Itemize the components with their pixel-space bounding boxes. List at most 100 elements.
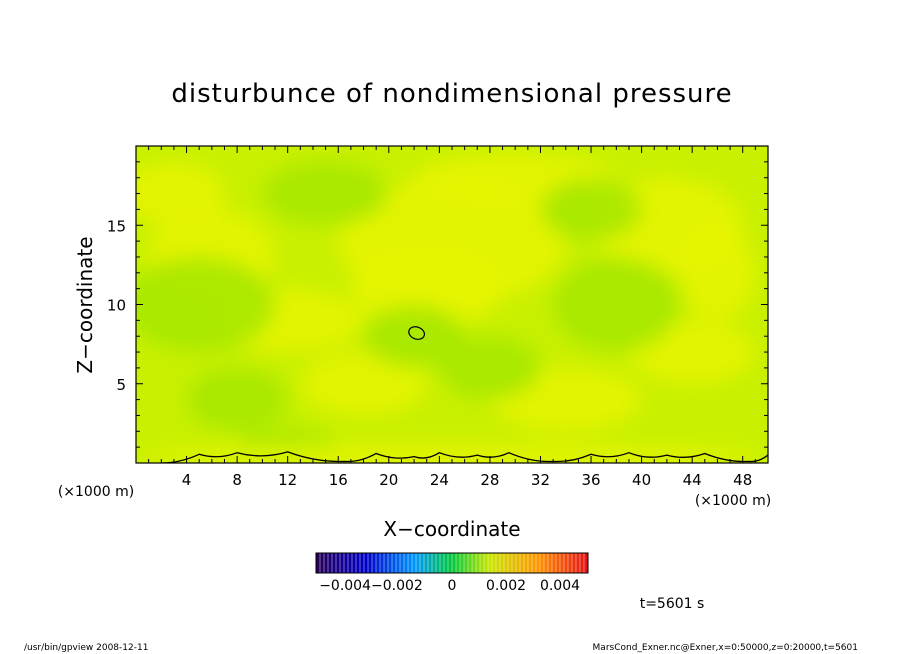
colorbar-cell-44 [492,553,497,573]
colorbar-cell-16 [380,553,385,573]
colorbar-cell-31 [440,553,445,573]
colorbar-cell-10 [356,553,361,573]
colorbar-cell-65 [576,553,581,573]
colorbar-cell-23 [408,553,413,573]
colorbar-cell-32 [444,553,449,573]
contour-bottom [161,451,768,463]
colorbar-cell-56 [540,553,545,573]
colorbar-cell-25 [416,553,421,573]
y-tick-label-0: 5 [116,376,126,394]
colorbar-tick-label-4: 0.004 [540,578,580,594]
field-blobs [136,153,768,463]
colorbar-cell-59 [552,553,557,573]
colorbar-cell-50 [516,553,521,573]
colorbar-cell-17 [384,553,389,573]
colorbar-cell-28 [428,553,433,573]
colorbar-cell-29 [432,553,437,573]
x-tick-label-4: 20 [379,471,398,489]
field-blob-13 [553,256,680,353]
colorbar-cell-41 [480,553,485,573]
field-blob-15 [540,177,642,242]
colorbar-cell-7 [344,553,349,573]
colorbar-cell-37 [464,553,469,573]
colorbar-cell-14 [372,553,377,573]
colorbar-cell-8 [348,553,353,573]
chart-title: disturbunce of nondimensional pressure [171,79,732,109]
colorbar-cell-35 [456,553,461,573]
field-blob-3 [350,249,503,329]
colorbar-cell-12 [364,553,369,573]
colorbar-cell-5 [336,553,341,573]
colorbar-cell-61 [560,553,565,573]
x-tick-label-3: 16 [329,471,348,489]
colorbar-cell-11 [360,553,365,573]
colorbar-cell-27 [424,553,429,573]
y-tick-label-1: 10 [107,297,126,315]
field-blob-17 [439,336,541,400]
colorbar-cell-30 [436,553,441,573]
colorbar-cell-22 [404,553,409,573]
field-blob-4 [136,161,225,226]
colorbar [315,552,589,574]
x-tick-label-2: 12 [278,471,297,489]
field-blob-19 [136,443,768,463]
colorbar-cell-45 [496,553,501,573]
colorbar-frame [315,552,589,574]
field-blob-12 [136,256,276,353]
colorbar-cell-46 [500,553,505,573]
colorbar-cell-55 [536,553,541,573]
colorbar-cell-40 [476,553,481,573]
colorbar-cell-58 [548,553,553,573]
colorbar-cell-53 [528,553,533,573]
field-blob-14 [262,161,389,226]
colorbar-cell-39 [472,553,477,573]
colorbar-cell-66 [580,553,585,573]
pressure-field [136,146,768,463]
colorbar-tick-label-2: 0 [448,578,457,594]
colorbar-cell-13 [368,553,373,573]
colorbar-cell-20 [396,553,401,573]
colorbar-cell-42 [484,553,489,573]
colorbar-cell-19 [392,553,397,573]
colorbar-cell-24 [412,553,417,573]
colorbar-cell-34 [452,553,457,573]
colorbar-cell-51 [520,553,525,573]
y-axis-label: Z−coordinate [73,236,97,373]
x-tick-label-6: 28 [480,471,499,489]
colorbar-tick-label-1: −0.004−0.002 [319,578,423,594]
x-tick-label-0: 4 [182,471,192,489]
footer-right: MarsCond_Exner.nc@Exner,x=0:50000,z=0:20… [593,643,858,653]
colorbar-cell-6 [340,553,345,573]
x-tick-label-5: 24 [430,471,449,489]
colorbar-cell-60 [556,553,561,573]
colorbar-cell-62 [564,553,569,573]
y-tick-label-2: 15 [107,217,126,235]
colorbar-cell-1 [320,553,325,573]
colorbar-cell-43 [488,553,493,573]
colorbar-cell-48 [508,553,513,573]
colorbar-tick-label-3: 0.002 [486,578,526,594]
colorbar-cell-64 [572,553,577,573]
field-blob-16 [186,367,288,432]
x-tick-label-7: 32 [531,471,550,489]
x-tick-label-9: 40 [632,471,651,489]
colorbar-cell-63 [568,553,573,573]
colorbar-cell-57 [544,553,549,573]
contour-closed [408,326,426,340]
colorbar-cell-15 [376,553,381,573]
x-tick-label-11: 48 [733,471,752,489]
colorbar-cell-4 [332,553,337,573]
colorbar-cell-21 [400,553,405,573]
field-blob-9 [300,352,427,416]
x-tick-label-1: 8 [232,471,242,489]
colorbar-cell-38 [468,553,473,573]
time-label: t=5601 s [640,596,705,612]
colorbar-cell-47 [504,553,509,573]
colorbar-cell-36 [460,553,465,573]
x-unit-right: (×1000 m) [695,493,771,509]
colorbar-cell-26 [420,553,425,573]
colorbar-cell-3 [328,553,333,573]
x-unit-left: (×1000 m) [58,484,134,500]
colorbar-cell-2 [324,553,329,573]
